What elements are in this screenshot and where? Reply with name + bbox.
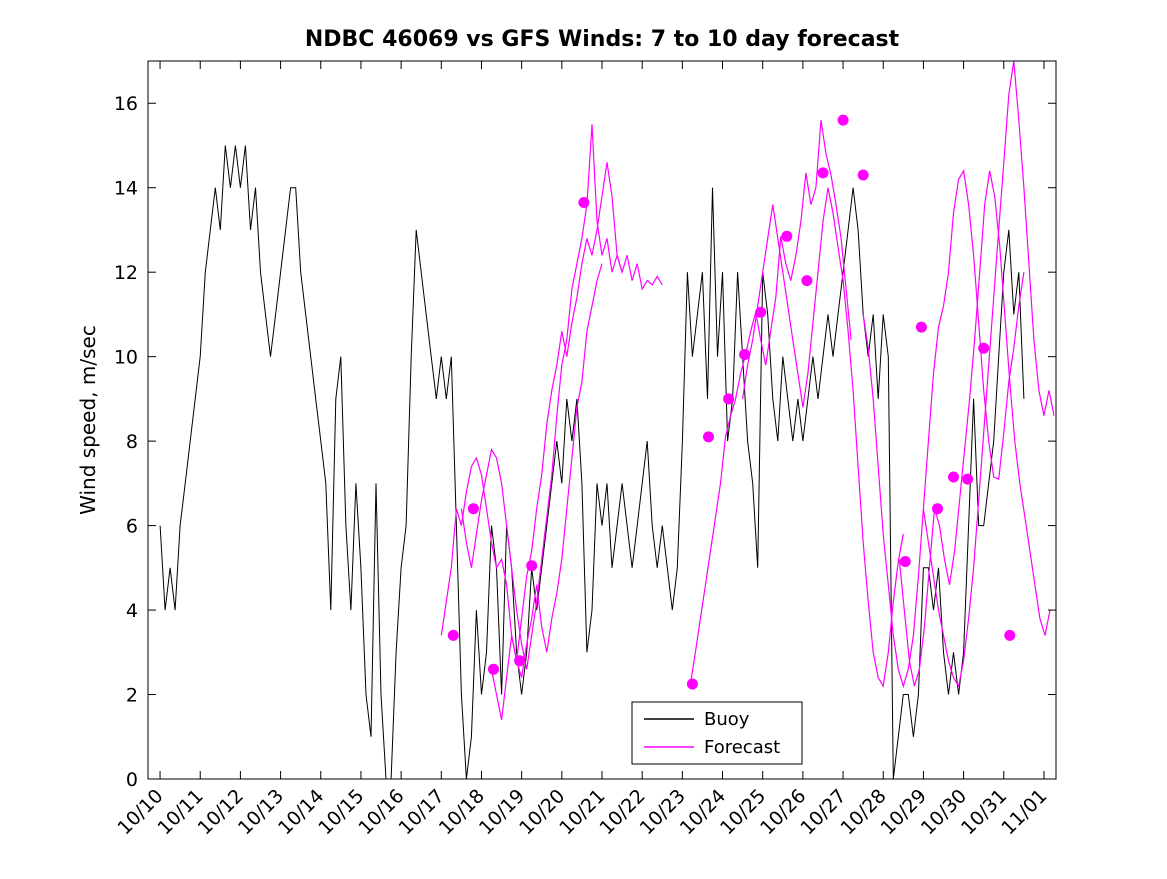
forecast-dot: [1004, 629, 1016, 641]
y-tick-label: 4: [126, 600, 138, 622]
x-tick-label: 10/25: [716, 785, 770, 839]
forecast-dot: [962, 473, 974, 485]
forecast-dot: [817, 167, 829, 179]
y-tick-label: 0: [126, 769, 138, 791]
legend-label: Buoy: [704, 709, 750, 730]
y-tick-label: 14: [114, 178, 138, 200]
forecast-line: [898, 170, 1051, 687]
forecast-dot: [739, 349, 751, 360]
forecast-dot: [837, 114, 849, 126]
forecast-line: [440, 263, 603, 678]
y-tick-label: 16: [114, 93, 138, 115]
y-tick-label: 8: [126, 431, 138, 453]
forecast-line: [689, 120, 852, 685]
forecast-line: [922, 61, 1055, 688]
forecast-dot: [801, 275, 813, 287]
forecast-dot: [467, 503, 479, 515]
forecast-line: [862, 169, 1025, 689]
forecast-dot: [781, 230, 793, 242]
x-tick-label: 10/23: [636, 785, 690, 839]
y-tick-label: 2: [126, 685, 138, 707]
forecast-dot: [703, 431, 714, 443]
y-tick-label: 6: [126, 516, 138, 538]
forecast-dot: [755, 306, 767, 318]
forecast-dot: [948, 471, 959, 483]
x-tick-label: 11/01: [997, 785, 1051, 839]
y-tick-label: 12: [114, 262, 138, 284]
forecast-dot: [447, 629, 459, 641]
x-tick-label: 10/18: [435, 785, 489, 839]
legend-label: Forecast: [704, 737, 780, 758]
forecast-dot: [857, 169, 869, 181]
x-tick-label: 10/30: [917, 785, 971, 839]
x-tick-label: 10/12: [194, 785, 248, 839]
x-tick-label: 10/10: [113, 785, 167, 839]
x-tick-label: 10/21: [555, 785, 609, 839]
forecast-dot: [932, 503, 943, 515]
x-tick-label: 10/28: [836, 785, 890, 839]
forecast-line: [460, 124, 623, 670]
x-tick-label: 10/15: [314, 785, 368, 839]
x-tick-label: 10/27: [796, 785, 850, 839]
x-tick-label: 10/16: [354, 785, 408, 839]
legend-box: [631, 701, 803, 765]
x-tick-label: 10/22: [595, 785, 649, 839]
legend: Buoy Forecast: [631, 701, 803, 765]
forecast-line: [742, 187, 904, 688]
buoy-line: [159, 145, 1025, 779]
forecast-dot: [578, 197, 590, 208]
forecast-dot: [899, 556, 911, 567]
x-tick-label: 10/31: [957, 785, 1011, 839]
forecast-dot: [514, 655, 526, 667]
forecast-dot: [915, 321, 927, 333]
forecast-dot: [488, 663, 499, 675]
chart-title: NDBC 46069 vs GFS Winds: 7 to 10 day for…: [305, 27, 900, 52]
forecast-dot: [526, 560, 538, 572]
x-tick-label: 10/19: [475, 785, 529, 839]
forecast-line: [490, 162, 663, 721]
x-tick-label: 10/20: [515, 785, 569, 839]
x-tick-label: 10/11: [153, 785, 207, 839]
forecast-dot: [723, 393, 735, 405]
x-tick-label: 10/29: [877, 785, 931, 839]
y-tick-label: 10: [114, 347, 138, 369]
x-tick-label: 10/24: [676, 785, 730, 839]
y-axis-label: Wind speed, m/sec: [76, 325, 100, 515]
x-tick-label: 10/26: [756, 785, 810, 839]
x-tick-label: 10/17: [395, 785, 449, 839]
forecast-dot: [978, 342, 990, 354]
plot-series-layer: [159, 61, 1055, 779]
x-tick-label: 10/14: [274, 785, 328, 839]
forecast-dot: [686, 678, 698, 690]
x-tick-label: 10/13: [234, 785, 288, 839]
